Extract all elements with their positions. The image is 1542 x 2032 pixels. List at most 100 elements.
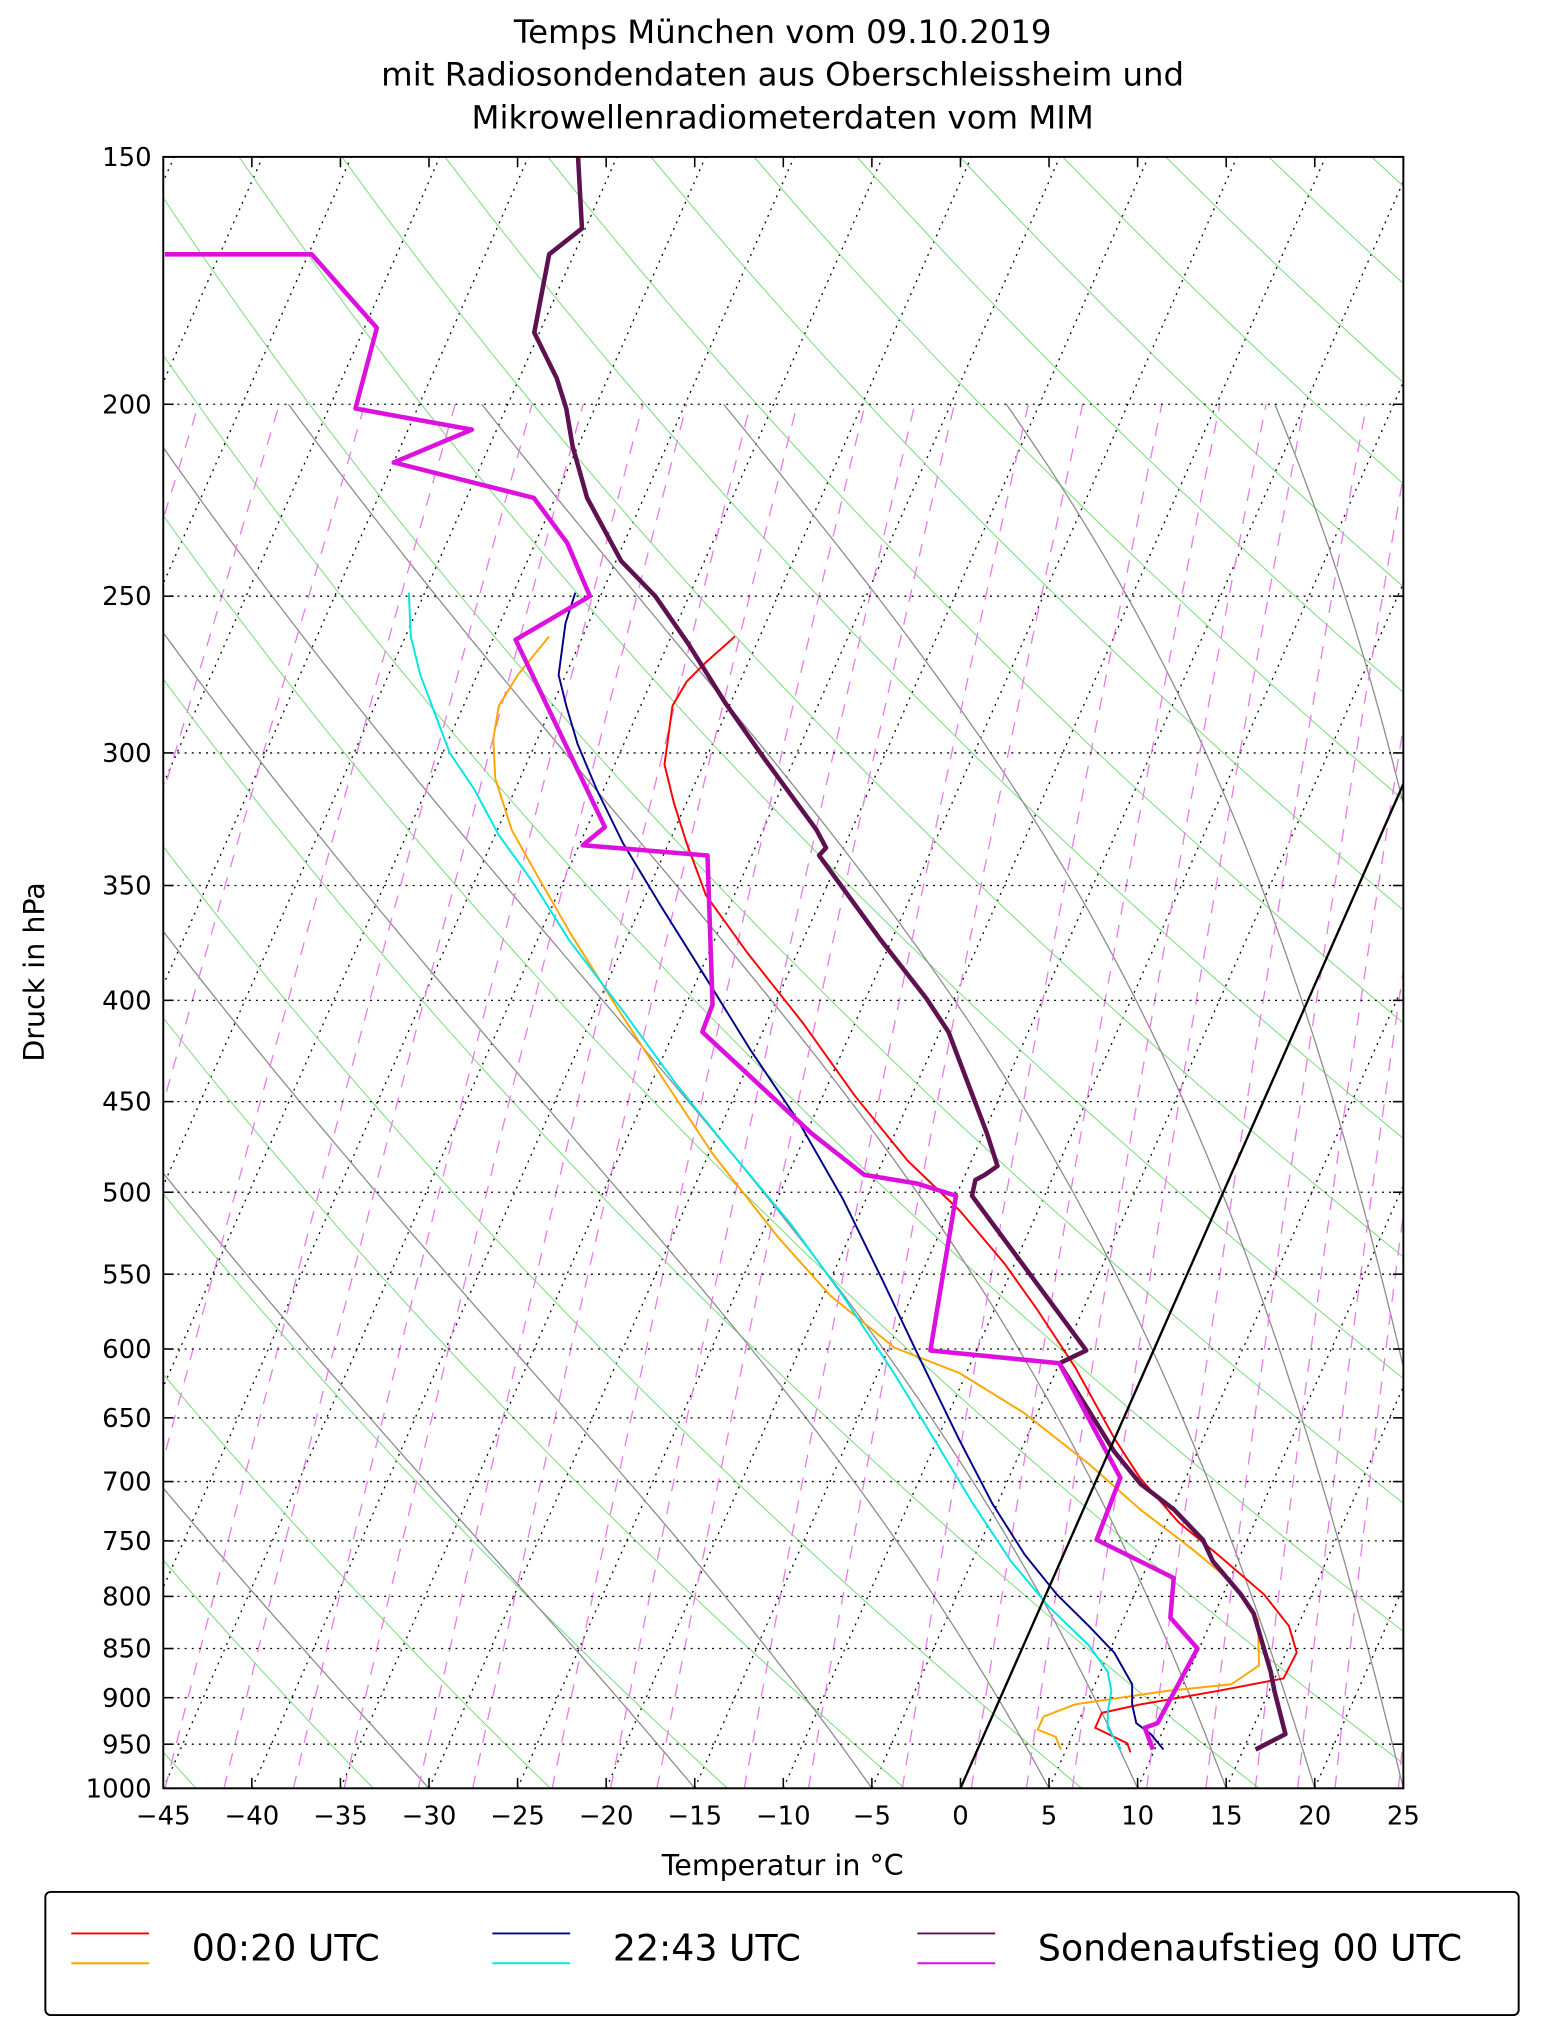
chart-title: mit Radiosondendaten aus Oberschleisshei…: [381, 56, 1184, 94]
y-tick-label: 650: [102, 1404, 151, 1434]
y-tick-label: 800: [102, 1582, 151, 1612]
isotherm: [605, 156, 1327, 1789]
mixing-ratio-line: [1205, 472, 1404, 1789]
mixing-ratio-line: [1025, 404, 1267, 1789]
x-tick-label: −35: [313, 1802, 368, 1832]
x-tick-label: −10: [756, 1802, 811, 1832]
profile-line: [492, 635, 1260, 1750]
y-tick-label: 450: [102, 1088, 151, 1118]
isotherm: [163, 156, 530, 987]
mixing-ratio-line: [1334, 1209, 1404, 1789]
y-tick-label: 700: [102, 1468, 151, 1498]
x-tick-label: 5: [1041, 1802, 1057, 1832]
mixing-ratio-line: [417, 404, 752, 1789]
x-tick-label: −45: [136, 1802, 191, 1832]
x-tick-label: 25: [1387, 1802, 1420, 1832]
isotherm: [251, 156, 972, 1789]
x-tick-label: 0: [952, 1802, 968, 1832]
dry-adiabat: [753, 156, 1404, 801]
x-tick-label: 15: [1210, 1802, 1243, 1832]
profile-line: [531, 156, 1288, 1752]
isotherm: [782, 380, 1404, 1789]
mixing-ratio-line: [743, 404, 1029, 1789]
y-tick-label: 400: [102, 986, 151, 1016]
mixing-ratio-line: [807, 404, 1084, 1789]
y-tick-label: 950: [102, 1730, 151, 1760]
moist-adiabat: [163, 1172, 696, 1789]
y-tick-label: 550: [102, 1260, 151, 1290]
mixing-ratio-line: [223, 404, 584, 1789]
legend-label: 00:20 UTC: [192, 1927, 380, 1970]
moist-adiabat: [163, 631, 1050, 1789]
dry-adiabat: [547, 156, 1404, 1024]
isotherm: [163, 156, 707, 1389]
grid: [163, 156, 1404, 1789]
mixing-ratio-line: [1071, 404, 1306, 1789]
isotherm: [428, 156, 1150, 1789]
dry-adiabat: [163, 845, 1083, 1789]
y-tick-label: 250: [102, 582, 151, 612]
legend-label: 22:43 UTC: [613, 1927, 801, 1970]
isotherm: [516, 156, 1238, 1789]
isotherm: [163, 156, 618, 1188]
dry-adiabat: [444, 156, 1404, 1140]
y-axis-label: Druck in hPa: [18, 882, 51, 1061]
chart-title: Mikrowellenradiometerdaten vom MIM: [472, 98, 1094, 136]
dry-adiabat: [238, 156, 1404, 1380]
dry-adiabat: [163, 354, 1404, 1633]
dry-adiabat: [163, 1559, 374, 1789]
y-tick-label: 1000: [86, 1774, 152, 1804]
y-tick-label: 600: [102, 1335, 151, 1365]
dry-adiabat: [341, 156, 1404, 1258]
y-tick-label: 350: [102, 872, 151, 902]
x-tick-label: −5: [853, 1802, 891, 1832]
mixing-ratio-line: [1297, 965, 1404, 1789]
x-tick-label: −40: [225, 1802, 280, 1832]
isotherm: [339, 156, 1061, 1789]
legend-box: [44, 1890, 1520, 2017]
x-tick-label: −25: [490, 1802, 545, 1832]
legend-label: Sondenaufstieg 00 UTC: [1038, 1927, 1462, 1970]
mixing-ratio-line: [551, 404, 866, 1789]
mixing-ratio-line: [901, 404, 1163, 1789]
y-tick-label: 200: [102, 390, 151, 420]
y-tick-label: 150: [102, 143, 151, 173]
isotherm: [694, 179, 1404, 1789]
y-tick-label: 300: [102, 739, 151, 769]
isotherm: [871, 581, 1404, 1789]
mixing-ratio-line: [1146, 404, 1368, 1789]
zero-isotherm: [959, 781, 1404, 1789]
mixing-ratio-line: [163, 404, 366, 1106]
moist-adiabat: [163, 1487, 430, 1789]
profile-line: [663, 635, 1298, 1753]
legend: 00:20 UTC 22:43 UTC Sondenaufstieg 00 UTC: [71, 1927, 1462, 1970]
profile-line: [407, 592, 1122, 1751]
isotherm: [163, 156, 884, 1789]
x-tick-label: 20: [1298, 1802, 1331, 1832]
dry-adiabat: [163, 1373, 551, 1789]
mixing-ratio-line: [609, 404, 916, 1789]
isotherm: [163, 156, 795, 1589]
moist-adiabat: [481, 403, 1316, 1789]
y-tick-label: 900: [102, 1684, 151, 1714]
y-tick-label: 850: [102, 1635, 151, 1665]
x-tick-label: −20: [579, 1802, 634, 1832]
x-axis-label: Temperatur in °C: [661, 1849, 904, 1882]
y-tick-label: 750: [102, 1527, 151, 1557]
y-tick-label: 500: [102, 1178, 151, 1208]
chart-title: Temps München vom 09.10.2019: [513, 13, 1052, 51]
x-tick-label: −30: [402, 1802, 457, 1832]
x-tick-label: −15: [667, 1802, 722, 1832]
dry-adiabat: [163, 1017, 905, 1789]
dry-adiabat: [163, 1192, 728, 1789]
mixing-ratio-line: [656, 404, 955, 1789]
mixing-ratio-line: [970, 404, 1221, 1789]
profile-line: [557, 592, 1165, 1751]
profiles: [164, 156, 1404, 1789]
profile-line: [164, 252, 1200, 1751]
axes: 1502002503003504004505005506006507007508…: [86, 143, 1420, 1832]
x-tick-label: 10: [1121, 1802, 1154, 1832]
moist-adiabat: [723, 403, 1404, 1789]
